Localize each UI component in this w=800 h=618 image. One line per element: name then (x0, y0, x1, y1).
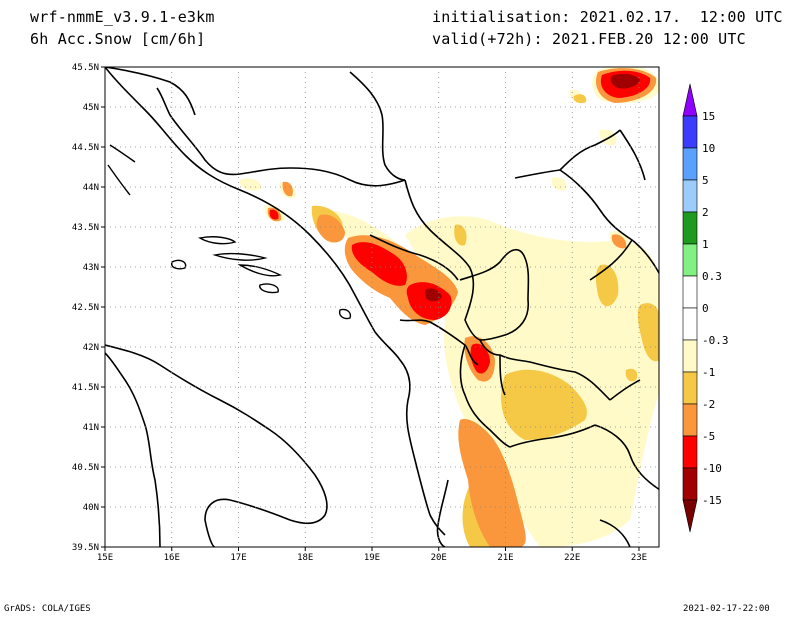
field-title: 6h Acc.Snow [cm/6h] (30, 30, 206, 48)
x-tick-label: 16E (164, 553, 180, 563)
colorbar-segment (682, 243, 698, 277)
x-tick-label: 21E (497, 553, 513, 563)
y-tick-label: 43.5N (72, 223, 99, 233)
valid-time: valid(+72h): 2021.FEB.20 12:00 UTC (432, 30, 746, 48)
colorbar: 15 10 5 2 1 0.3 0 -0.3 -1 -2 -5 -10 -15 (682, 83, 729, 533)
gridlines (105, 67, 659, 547)
y-tick-label: 44N (83, 183, 99, 193)
y-tick-label: 41N (83, 423, 99, 433)
colorbar-label: 5 (702, 174, 709, 187)
colorbar-segment (682, 115, 698, 149)
x-tick-label: 22E (564, 553, 580, 563)
colorbar-segment (682, 211, 698, 245)
colorbar-label: 2 (702, 206, 709, 219)
init-time: initialisation: 2021.02.17. 12:00 UTC (432, 8, 783, 26)
colorbar-label: 1 (702, 238, 709, 251)
snow-shading (239, 67, 659, 547)
y-tick-label: 44.5N (72, 143, 99, 153)
y-axis: 39.5N 40N 40.5N 41N 41.5N 42N 42.5N 43N 43.5N 44N… (72, 63, 105, 553)
colorbar-label: -2 (702, 398, 715, 411)
snow-c10-area (425, 73, 640, 302)
x-tick-label: 15E (97, 553, 113, 563)
colorbar-segment (682, 275, 698, 309)
coastlines-borders (105, 67, 659, 547)
colorbar-label: 0 (702, 302, 709, 315)
colorbar-segment (682, 179, 698, 213)
colorbar-segment (682, 339, 698, 373)
colorbar-label: -0.3 (702, 334, 729, 347)
footer-timestamp: 2021-02-17-22:00 (683, 604, 770, 614)
y-tick-label: 39.5N (72, 543, 99, 553)
colorbar-label: -1 (702, 366, 715, 379)
y-tick-label: 41.5N (72, 383, 99, 393)
islands (107, 144, 352, 320)
colorbar-label: -15 (702, 494, 722, 507)
y-tick-label: 40N (83, 503, 99, 513)
y-tick-label: 42N (83, 343, 99, 353)
y-tick-label: 40.5N (72, 463, 99, 473)
colorbar-segment (682, 403, 698, 437)
colorbar-segment (682, 435, 698, 469)
x-tick-label: 18E (297, 553, 313, 563)
colorbar-label: -10 (702, 462, 722, 475)
x-tick-label: 23E (631, 553, 647, 563)
x-tick-label: 17E (230, 553, 246, 563)
colorbar-bottom-arrow (682, 499, 698, 533)
colorbar-segment (682, 371, 698, 405)
y-tick-label: 45.5N (72, 63, 99, 73)
colorbar-segment (682, 307, 698, 341)
colorbar-segment (682, 147, 698, 181)
x-axis: 15E 16E 17E 18E 19E 20E 21E 22E 23E (97, 547, 647, 563)
colorbar-label: -5 (702, 430, 715, 443)
x-tick-label: 19E (364, 553, 380, 563)
model-title: wrf-nmmE_v3.9.1-e3km (30, 8, 215, 26)
x-tick-label: 20E (431, 553, 447, 563)
colorbar-label: 0.3 (702, 270, 722, 283)
y-tick-label: 43N (83, 263, 99, 273)
colorbar-top-arrow (682, 83, 698, 117)
colorbar-label: 10 (702, 142, 715, 155)
colorbar-label: 15 (702, 110, 715, 123)
y-tick-label: 42.5N (72, 303, 99, 313)
footer-grads-credit: GrADS: COLA/IGES (4, 604, 91, 614)
y-tick-label: 45N (83, 103, 99, 113)
colorbar-segment (682, 467, 698, 501)
